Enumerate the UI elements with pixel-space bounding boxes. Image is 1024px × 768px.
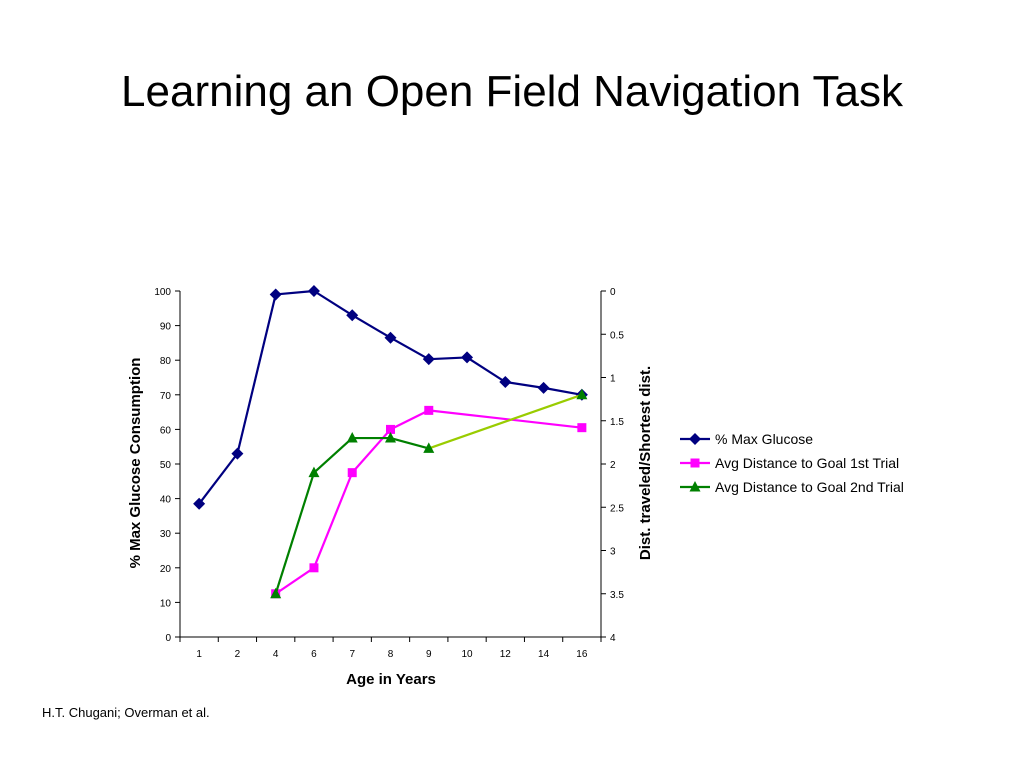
y-axis-tick-label: 70 [160, 391, 172, 402]
y2-axis-tick-label: 2.5 [610, 503, 624, 514]
data-point-square [424, 405, 434, 415]
data-point-diamond [537, 381, 550, 394]
data-point-triangle [385, 432, 396, 443]
y-axis-tick-label: 60 [160, 425, 172, 436]
data-point-square [309, 563, 319, 573]
y2-axis-tick-label: 4 [610, 633, 616, 644]
y-axis-tick-label: 10 [160, 598, 172, 609]
y2-axis-tick-label: 3 [610, 547, 616, 558]
y2-axis-tick-label: 3.5 [610, 590, 624, 601]
slide-title: Learning an Open Field Navigation Task [121, 67, 903, 116]
y-axis-tick-label: 90 [160, 322, 172, 333]
series-square [271, 405, 587, 599]
data-point-diamond [461, 351, 474, 364]
data-point-square [347, 468, 357, 478]
series-diamond [193, 285, 588, 510]
series-line-segment [390, 436, 430, 450]
y-axis-tick-label: 80 [160, 356, 172, 367]
series-line-segment [389, 336, 430, 361]
chart-legend: % Max Glucose Avg Distance to Goal 1st Tr… [680, 431, 904, 495]
data-point-triangle [423, 442, 435, 453]
series-line-segment [198, 452, 239, 505]
x-axis-tick-label: 6 [311, 649, 317, 660]
chart-series [193, 285, 588, 599]
series-line-segment [351, 314, 392, 339]
data-point-diamond [499, 375, 512, 388]
series-line-segment [428, 393, 583, 450]
series-line-segment [505, 380, 544, 389]
data-point-square [577, 423, 587, 433]
series-line-segment [313, 290, 353, 317]
y-axis-tick-label: 30 [160, 529, 172, 540]
x-axis-tick-label: 1 [196, 649, 202, 660]
x-axis-tick-label: 2 [235, 649, 241, 660]
series-line-segment [312, 472, 354, 569]
data-point-diamond [269, 288, 282, 301]
y-axis-tick-label: 40 [160, 495, 172, 506]
y2-axis-tick-label: 1 [610, 374, 616, 385]
data-point-diamond [384, 331, 397, 344]
legend-label: Avg Distance to Goal 2nd Trial [715, 479, 904, 495]
series-line-segment [428, 356, 468, 361]
y-axis-label: % Max Glucose Consumption [127, 358, 144, 569]
x-axis-tick-label: 8 [388, 649, 394, 660]
y2-axis-tick-label: 0 [610, 287, 616, 298]
data-point-square [386, 424, 395, 434]
x-axis-tick-label: 12 [500, 649, 512, 660]
x-axis-tick-label: 7 [349, 649, 355, 660]
series-line-segment [236, 294, 277, 454]
y-axis-tick-label: 100 [154, 287, 171, 298]
data-point-diamond [346, 309, 359, 322]
series-line-segment [428, 409, 582, 429]
citation: H.T. Chugani; Overman et al. [42, 705, 210, 720]
series-line-segment [390, 409, 430, 431]
y-axis-tick-label: 50 [160, 460, 172, 471]
x-axis-label: Age in Years [346, 671, 436, 688]
data-point-diamond [231, 447, 244, 460]
data-point-triangle [689, 481, 701, 492]
data-point-diamond [193, 497, 206, 510]
y-axis-tick-label: 0 [165, 633, 171, 644]
series-line-segment [275, 566, 315, 595]
series-line-segment [275, 289, 315, 296]
data-point-diamond [689, 433, 701, 445]
series-line-segment [351, 428, 392, 474]
x-axis-tick-label: 14 [538, 649, 550, 660]
data-point-triangle [346, 432, 358, 443]
legend-label: Avg Distance to Goal 1st Trial [715, 455, 899, 471]
y2-axis-tick-label: 2 [610, 460, 616, 471]
data-point-square [690, 458, 700, 468]
series-line-segment [313, 437, 353, 474]
data-point-triangle [270, 587, 282, 599]
x-axis-tick-label: 10 [461, 649, 473, 660]
series-line-segment [466, 356, 506, 383]
y2-axis-label: Dist. traveled/Shortest dist. [637, 366, 654, 560]
data-point-triangle [576, 388, 588, 400]
x-axis-tick-label: 4 [273, 649, 279, 660]
x-axis-tick-label: 16 [576, 649, 588, 660]
data-point-triangle [308, 466, 320, 478]
series-line-segment [274, 472, 316, 595]
legend-label: % Max Glucose [715, 431, 813, 447]
y2-axis-tick-label: 0.5 [610, 330, 624, 341]
y-axis-tick-label: 20 [160, 564, 172, 575]
chart-axes: 0 10 20 30 40 50 60 70 80 90 100 0 0.5 1 1.5 2 2.5 3 3.5 4 1… [154, 287, 624, 660]
series-line-segment [543, 386, 583, 396]
series-triangle [270, 388, 588, 599]
data-point-diamond [422, 353, 435, 366]
data-point-diamond [307, 285, 320, 297]
x-axis-tick-label: 9 [426, 649, 432, 660]
y2-axis-tick-label: 1.5 [610, 417, 624, 428]
